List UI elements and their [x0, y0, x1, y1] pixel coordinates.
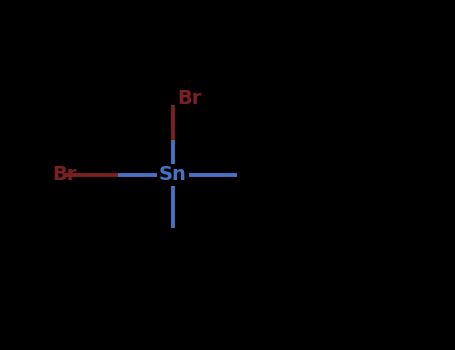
Text: Sn: Sn	[159, 166, 187, 184]
Text: Br: Br	[177, 89, 202, 107]
Text: Br: Br	[52, 166, 77, 184]
